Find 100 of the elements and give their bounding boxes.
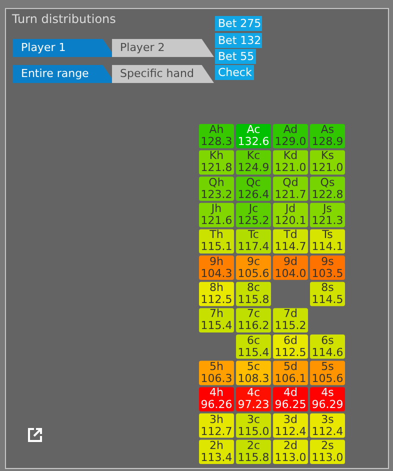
data-label: 121.7	[274, 188, 306, 201]
data-label: 132.6	[238, 135, 270, 148]
data-label: 112.5	[274, 346, 306, 359]
annotation: 5h	[210, 360, 224, 373]
annotation: 6d	[284, 334, 298, 347]
data-label: 126.4	[238, 188, 270, 201]
annotation: Ks	[321, 149, 334, 162]
annotation: Kh	[209, 149, 224, 162]
data-label: 115.1	[200, 240, 232, 254]
annotation: 7d	[284, 307, 298, 320]
data-label: 106.1	[274, 372, 306, 385]
data-label: 115.0	[238, 424, 270, 438]
text: Player 1	[13, 39, 115, 57]
annotation: Ac	[246, 123, 260, 136]
data-label: 128.9	[312, 135, 344, 148]
data-label: 96.26	[200, 398, 232, 412]
data-label: 97.23	[238, 398, 270, 412]
annotation: 7c	[246, 307, 260, 320]
annotation: Jc	[248, 202, 258, 216]
annotation: Qs	[320, 176, 335, 189]
annotation: Kc	[246, 149, 260, 162]
annotation: 8c	[246, 280, 260, 294]
annotation: 5s	[321, 360, 334, 373]
annotation: 9d	[284, 254, 298, 268]
data-label: 113.4	[200, 450, 232, 464]
annotation: As	[320, 123, 334, 136]
annotation: 8h	[210, 280, 224, 294]
annotation: 3d	[284, 412, 298, 426]
annotation: Th	[210, 228, 224, 242]
data-label: 112.4	[312, 424, 344, 438]
text: Check	[215, 65, 254, 80]
data-label: 103.5	[312, 266, 344, 280]
text: Player 2	[112, 39, 214, 57]
data-label: 115.8	[238, 450, 270, 464]
annotation: 9c	[246, 254, 260, 268]
annotation: Qh	[208, 176, 224, 189]
annotation: 5c	[246, 360, 260, 373]
annotation: Qc	[246, 176, 261, 189]
annotation: 4h	[210, 386, 224, 400]
text: Bet 132	[215, 33, 262, 48]
annotation: Ad	[283, 123, 298, 136]
data-label: 115.8	[238, 292, 270, 306]
data-label: 104.3	[200, 266, 232, 280]
data-label: 117.4	[238, 240, 270, 254]
text: Turn distributions	[12, 12, 116, 26]
annotation: Qd	[282, 176, 298, 189]
data-label: 123.2	[200, 188, 232, 201]
data-label: 105.6	[312, 372, 344, 385]
text: Specific hand	[112, 65, 214, 83]
data-label: 105.6	[238, 266, 270, 280]
data-label: 128.3	[200, 135, 232, 148]
annotation: 9s	[321, 254, 334, 268]
text: Bet 275	[215, 16, 262, 31]
annotation: 4c	[246, 386, 260, 400]
data-label: 114.1	[312, 240, 344, 254]
annotation: 4s	[321, 386, 334, 400]
data-label: 96.25	[274, 398, 306, 412]
annotation: Jd	[285, 202, 296, 216]
annotation: Ts	[322, 228, 333, 242]
text: Entire range	[13, 65, 115, 83]
annotation: Td	[284, 228, 298, 242]
annotation: 3h	[210, 412, 224, 426]
annotation: Kd	[283, 149, 298, 162]
data-label: 114.5	[312, 292, 344, 306]
data-label: 114.7	[274, 240, 306, 254]
data-label: 106.3	[200, 372, 232, 385]
annotation: 7h	[210, 307, 224, 320]
data-label: 113.0	[274, 450, 306, 464]
annotation: 5d	[284, 360, 298, 373]
data-label: 129.0	[274, 135, 306, 148]
annotation: Ah	[209, 123, 224, 136]
data-label: 121.8	[200, 161, 232, 174]
text: Bet 55	[215, 49, 256, 64]
data-label: 115.4	[200, 319, 232, 332]
data-label: 115.4	[238, 346, 270, 359]
data-label: 115.2	[274, 319, 306, 332]
annotation: Tc	[248, 228, 259, 242]
annotation: 2c	[246, 438, 260, 452]
annotation: 2d	[284, 438, 298, 452]
data-label: 112.7	[200, 424, 232, 438]
data-label: 121.6	[200, 214, 232, 228]
annotation: 6c	[246, 334, 260, 347]
data-label: 113.0	[312, 450, 344, 464]
data-label: 125.2	[238, 214, 270, 228]
data-label: 96.29	[312, 398, 344, 412]
data-label: 116.2	[238, 319, 270, 332]
annotation: 4d	[284, 386, 298, 400]
data-label: 104.0	[274, 266, 306, 280]
data-label: 121.3	[312, 214, 344, 228]
annotation: Jh	[211, 202, 222, 216]
data-label: 114.6	[312, 346, 344, 359]
data-label: 124.9	[238, 161, 270, 174]
annotation: 3c	[246, 412, 260, 426]
annotation: 6s	[321, 334, 334, 347]
annotation: 8s	[321, 280, 334, 294]
data-label: 112.4	[274, 424, 306, 438]
data-label: 112.5	[200, 292, 232, 306]
data-label: 120.1	[274, 214, 306, 228]
annotation: 2h	[210, 438, 224, 452]
data-label: 108.3	[238, 372, 270, 385]
